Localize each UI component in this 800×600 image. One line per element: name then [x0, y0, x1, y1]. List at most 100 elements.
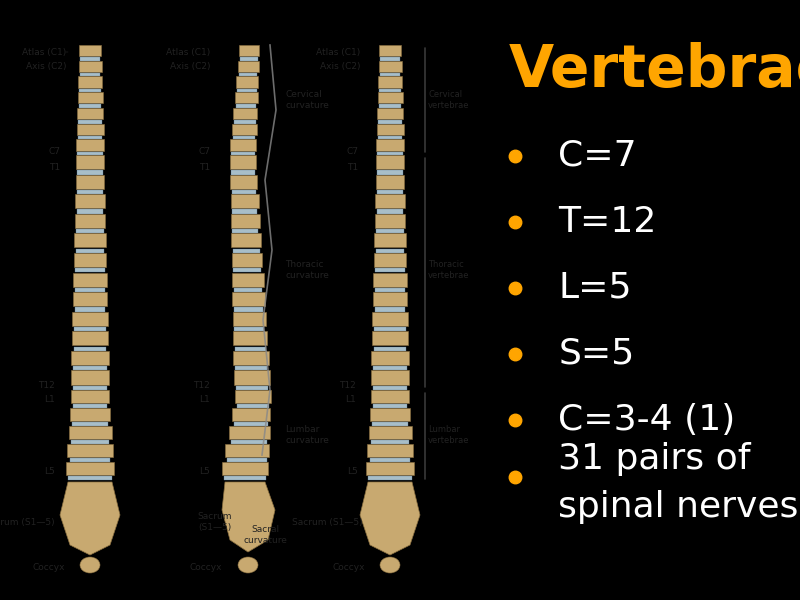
Bar [222, 462, 268, 475]
Bar [366, 462, 414, 475]
Bar [80, 73, 100, 76]
Bar [70, 440, 110, 444]
Bar [232, 253, 262, 267]
Bar [230, 175, 258, 188]
Bar [369, 426, 411, 439]
Bar [232, 209, 257, 214]
Bar [367, 444, 413, 457]
Ellipse shape [238, 557, 258, 573]
Bar [372, 422, 408, 426]
Text: Anterior view: Anterior view [58, 28, 122, 38]
Bar [237, 89, 257, 92]
Bar [374, 347, 406, 351]
Bar [231, 124, 257, 135]
Bar [233, 108, 257, 119]
Bar [78, 61, 102, 72]
Text: Atlas (C1): Atlas (C1) [166, 47, 210, 56]
Bar [234, 351, 269, 365]
Bar [234, 327, 264, 331]
Bar [74, 366, 106, 370]
Bar [230, 155, 256, 169]
Text: Sacrum (S1—5): Sacrum (S1—5) [292, 517, 363, 527]
Bar [231, 214, 260, 228]
Bar [374, 307, 406, 311]
Text: Sacrum (S1—5): Sacrum (S1—5) [0, 517, 55, 527]
Text: C=7: C=7 [558, 139, 637, 173]
Text: Axis (C2): Axis (C2) [26, 61, 66, 70]
Text: Cervical
vertebrae: Cervical vertebrae [428, 90, 470, 110]
Bar [374, 233, 406, 247]
Bar [236, 386, 268, 390]
Bar [78, 136, 102, 139]
Bar [230, 440, 267, 444]
Bar [380, 73, 400, 76]
Bar [230, 139, 256, 151]
Text: Thoracic
vertebrae: Thoracic vertebrae [428, 260, 470, 280]
Bar [73, 404, 107, 408]
Bar [78, 170, 102, 175]
Bar [371, 390, 409, 403]
Bar [74, 347, 106, 351]
Bar [376, 139, 404, 151]
Bar [233, 331, 267, 346]
Text: Vertebrae: Vertebrae [509, 42, 800, 99]
Bar [374, 366, 406, 370]
Text: Cervical
curvature: Cervical curvature [285, 90, 329, 110]
Text: Axis (C2): Axis (C2) [170, 61, 210, 70]
Bar [371, 351, 409, 365]
Text: T1: T1 [49, 163, 60, 172]
Bar [377, 124, 403, 135]
Bar [374, 214, 406, 228]
Bar [378, 76, 402, 88]
Bar [233, 136, 255, 139]
Bar [239, 45, 259, 56]
Text: T12: T12 [194, 380, 210, 389]
Bar [71, 351, 109, 365]
Bar [231, 233, 261, 247]
Bar [74, 327, 106, 331]
Bar [376, 155, 404, 169]
Bar [75, 268, 105, 272]
Text: Atlas (C1): Atlas (C1) [22, 47, 66, 56]
Text: Coccyx: Coccyx [190, 563, 222, 572]
Bar [74, 214, 106, 228]
Bar [75, 194, 105, 208]
Bar [232, 408, 270, 421]
Polygon shape [222, 482, 275, 552]
Bar [370, 408, 410, 421]
Bar [240, 57, 258, 61]
Bar [232, 272, 263, 287]
Text: C7: C7 [346, 148, 358, 157]
Text: C7: C7 [198, 148, 210, 157]
Bar [236, 104, 256, 108]
Bar [67, 444, 113, 457]
Text: L=5: L=5 [558, 271, 632, 305]
Bar [374, 253, 406, 267]
Bar [70, 458, 110, 462]
Bar [78, 120, 102, 124]
Ellipse shape [80, 557, 100, 573]
Text: T1: T1 [347, 163, 358, 172]
Text: L5: L5 [347, 467, 358, 476]
Ellipse shape [380, 557, 400, 573]
Bar [376, 248, 404, 253]
Text: T=12: T=12 [558, 205, 657, 239]
Text: L1: L1 [346, 395, 356, 404]
Bar [378, 120, 402, 124]
Bar [380, 57, 400, 61]
Bar [79, 89, 101, 92]
Bar [375, 175, 405, 188]
Text: Axis (C2): Axis (C2) [319, 61, 360, 70]
Text: Atlas (C1): Atlas (C1) [316, 47, 360, 56]
Bar [76, 248, 104, 253]
Text: Coccyx: Coccyx [333, 563, 365, 572]
Bar [75, 288, 105, 292]
Bar [375, 268, 405, 272]
Bar [369, 476, 412, 480]
Bar [236, 76, 258, 88]
Bar [378, 104, 402, 108]
Bar [74, 253, 106, 267]
Bar [69, 476, 112, 480]
Bar [378, 170, 402, 175]
Bar [377, 108, 403, 119]
